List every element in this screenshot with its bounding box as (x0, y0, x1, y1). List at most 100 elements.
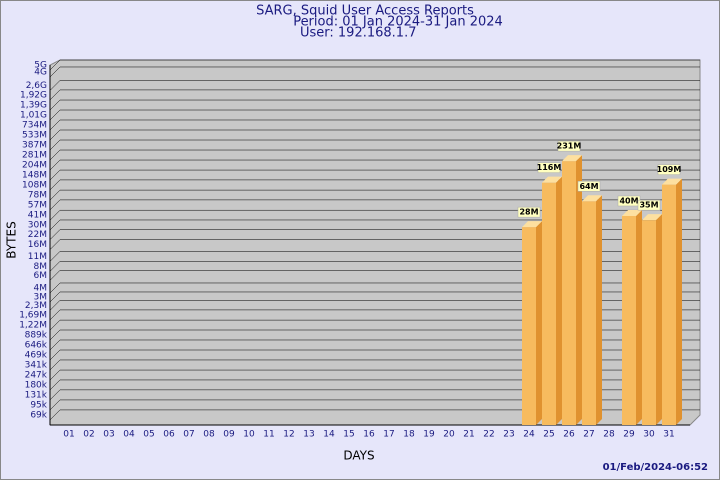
x-tick-label: 27 (583, 430, 594, 440)
y-tick-label: 469k (25, 351, 48, 361)
y-tick-label: 57M (28, 200, 47, 210)
bar-top (582, 195, 602, 202)
x-axis-label: DAYS (343, 449, 374, 463)
x-tick-label: 06 (163, 430, 175, 440)
bar-side (636, 209, 642, 425)
value-label: 116M (537, 163, 562, 172)
bar-side (596, 195, 602, 425)
x-tick-label: 26 (563, 430, 575, 440)
x-tick-label: 30 (643, 430, 655, 440)
value-label: 64M (579, 182, 598, 191)
y-tick (49, 99, 61, 111)
bar-side (536, 221, 542, 425)
y-tick-label: 1,92G (20, 90, 47, 100)
y-tick (49, 369, 61, 381)
y-tick-label: 646k (25, 340, 48, 350)
value-label-box (637, 199, 661, 211)
bar (562, 161, 576, 425)
y-tick (49, 319, 61, 331)
footer: 01/Feb/2024-06:52 (603, 462, 708, 473)
bar (582, 201, 596, 425)
y-tick-label: 533M (22, 131, 47, 141)
y-tick (49, 239, 61, 250)
y-tick (49, 409, 61, 421)
value-label-box (577, 181, 601, 192)
y-tick-label: 1,39G (20, 101, 47, 111)
y-tick-label: 148M (22, 171, 47, 181)
y-tick (49, 329, 61, 341)
y-tick (49, 270, 61, 281)
y-tick (49, 189, 61, 201)
y-tick-label: 2,3M (25, 301, 47, 311)
value-label-box (517, 206, 541, 218)
bar (522, 227, 536, 425)
bar-top (662, 178, 682, 185)
x-tick-label: 14 (323, 430, 335, 440)
y-tick (49, 199, 61, 211)
bar-side (656, 214, 662, 425)
x-tick-label: 11 (263, 430, 274, 440)
y-tick (49, 59, 61, 71)
y-tick-label: 1,01G (20, 111, 47, 121)
bar-top (642, 214, 662, 221)
y-tick (49, 169, 61, 181)
x-tick-label: 20 (443, 430, 455, 440)
x-tick-label: 04 (123, 430, 135, 440)
bar-side (556, 176, 562, 425)
bar-side (576, 155, 582, 425)
x-tick-label: 03 (103, 430, 114, 440)
y-tick-label: 247k (25, 371, 48, 381)
y-tick (49, 229, 61, 240)
y-tick (49, 219, 61, 231)
y-tick-label: 387M (22, 141, 47, 151)
y-tick (49, 80, 61, 91)
x-tick-label: 08 (203, 430, 215, 440)
y-tick (49, 179, 61, 191)
y-tick-label: 1,22M (19, 321, 47, 331)
y-tick-label: 95k (30, 400, 47, 410)
y-tick (49, 291, 61, 303)
chart-subtitle: Period: 01 Jan 2024-31 Jan 2024 (293, 15, 503, 30)
y-tick (49, 119, 61, 131)
x-tick-label: 17 (383, 430, 394, 440)
value-label: 28M (519, 208, 538, 217)
bar (622, 215, 636, 425)
value-label: 231M (557, 142, 582, 151)
y-tick (49, 282, 61, 294)
x-tick-label: 10 (243, 430, 255, 440)
x-tick-label: 05 (143, 430, 154, 440)
x-tick-label: 21 (463, 430, 474, 440)
y-tick-label: 281M (22, 151, 47, 161)
y-tick-label: 78M (28, 191, 47, 201)
y-tick (49, 389, 61, 401)
x-tick-label: 13 (303, 430, 314, 440)
x-tick-label: 02 (83, 430, 94, 440)
y-tick-label: 11M (28, 252, 47, 262)
x-tick-label: 19 (423, 430, 435, 440)
bar-top (542, 176, 562, 183)
value-label-box (537, 162, 561, 173)
y-axis-label: BYTES (5, 221, 19, 258)
y-tick (49, 66, 61, 78)
y-tick (49, 210, 61, 221)
value-label-box (657, 164, 681, 175)
bar (642, 220, 656, 425)
value-label-box (557, 140, 581, 152)
y-tick (49, 399, 61, 411)
bar-top (522, 221, 542, 228)
y-tick-label: 30M (28, 220, 47, 230)
y-tick (49, 139, 61, 151)
y-tick (49, 251, 61, 262)
y-tick-label: 108M (22, 180, 47, 190)
x-tick-label: 28 (603, 430, 615, 440)
y-tick-label: 1,69M (19, 310, 47, 320)
bar (542, 182, 556, 425)
y-tick (49, 359, 61, 371)
y-tick-label: 22M (28, 230, 47, 240)
x-tick-label: 24 (523, 430, 535, 440)
y-tick (49, 379, 61, 391)
value-label: 40M (619, 196, 638, 205)
bar-top (622, 209, 642, 216)
y-tick-label: 6M (34, 271, 48, 281)
y-tick (49, 149, 61, 161)
